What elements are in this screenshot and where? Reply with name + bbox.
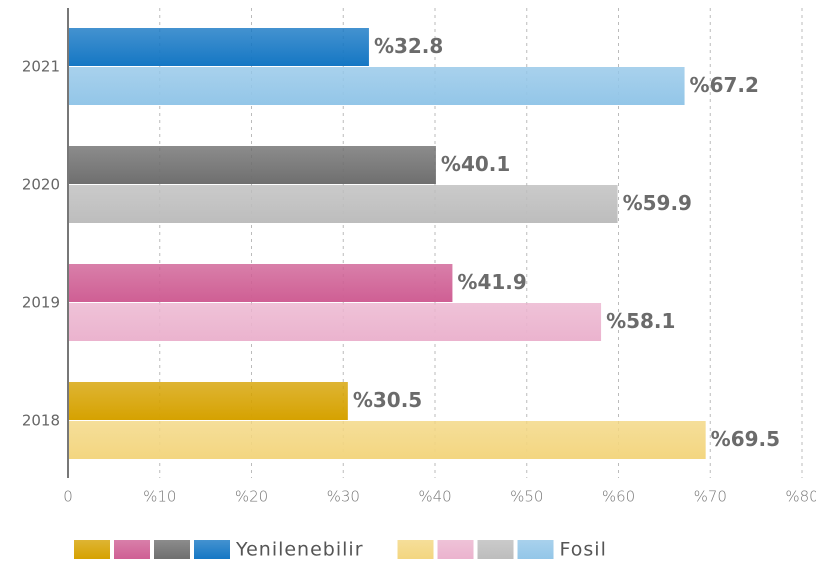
value-label: %41.9 (457, 270, 526, 294)
legend-swatch (477, 540, 514, 559)
value-label: %32.8 (374, 34, 443, 58)
value-label: %30.5 (353, 388, 422, 412)
x-tick-label: %10 (143, 488, 176, 506)
bar (68, 382, 348, 420)
value-label: %59.9 (623, 191, 692, 215)
y-tick-label: 2020 (22, 176, 60, 194)
value-label: %69.5 (711, 427, 780, 451)
bar (68, 421, 706, 459)
y-tick-label: 2019 (22, 294, 60, 312)
value-label: %67.2 (690, 73, 759, 97)
legend-label: Yenilenebilir (235, 539, 364, 561)
legend-swatch (74, 540, 110, 559)
bar (68, 146, 436, 184)
x-tick-label: %60 (602, 488, 635, 506)
legend-swatch (114, 540, 150, 559)
x-tick-label: %30 (327, 488, 360, 506)
x-tick-label: 0 (63, 488, 73, 506)
value-label: %58.1 (606, 309, 675, 333)
legend-swatch (437, 540, 474, 559)
legend-swatch (154, 540, 190, 559)
x-tick-label: %80 (785, 488, 816, 506)
x-tick-label: %50 (510, 488, 543, 506)
bar (68, 28, 369, 66)
bar (68, 185, 618, 223)
value-label: %40.1 (441, 152, 510, 176)
bar (68, 67, 685, 105)
bar (68, 303, 602, 341)
y-tick-label: 2021 (22, 58, 60, 76)
x-tick-label: %20 (235, 488, 268, 506)
x-tick-label: %40 (418, 488, 451, 506)
legend-swatch (517, 540, 554, 559)
legend-swatch (194, 540, 230, 559)
x-tick-label: %70 (694, 488, 727, 506)
legend-swatch (397, 540, 434, 559)
legend-label: Fosil (560, 539, 607, 561)
bar (68, 264, 453, 302)
y-tick-label: 2018 (22, 412, 60, 430)
